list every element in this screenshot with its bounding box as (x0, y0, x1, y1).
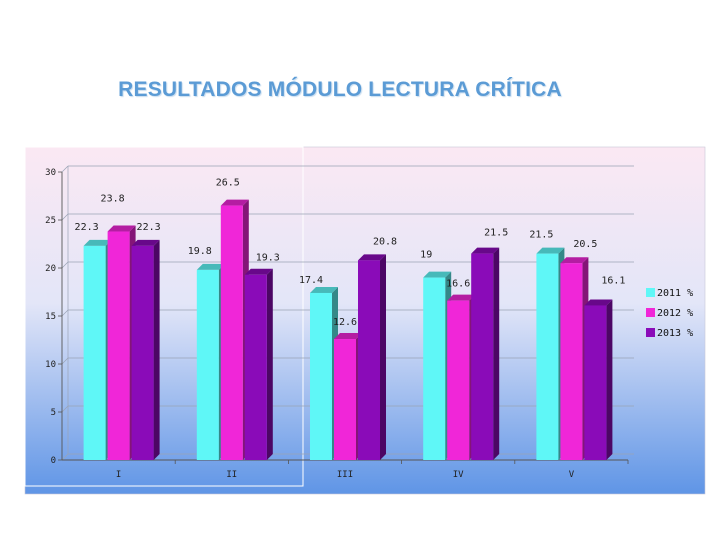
bar-top (310, 286, 338, 293)
bar-top (220, 199, 249, 206)
chart-inner-frame (24, 146, 304, 487)
y-tick-label: 25 (45, 216, 56, 226)
bar (584, 299, 613, 460)
bar-top (107, 225, 136, 232)
gridline-depth (61, 405, 69, 413)
data-label: 26.5 (216, 178, 240, 189)
bar-front (536, 253, 559, 460)
y-tick-label: 30 (45, 168, 56, 178)
bar-top (131, 239, 160, 246)
bar-top (536, 247, 565, 254)
data-label: 21.5 (484, 228, 508, 239)
y-tick-label: 20 (45, 264, 56, 274)
gridline-depth (61, 261, 69, 269)
bar-top (560, 257, 589, 264)
bar (536, 247, 565, 460)
gridline-depth (61, 453, 69, 461)
bar (244, 268, 273, 460)
bar (220, 199, 249, 460)
data-label: 23.8 (101, 194, 125, 205)
legend-item: 2011 % (646, 288, 693, 299)
category-label: I (116, 470, 121, 480)
bar-side (606, 299, 613, 460)
bar-front (244, 274, 267, 460)
bar (83, 239, 112, 460)
bar-front (334, 339, 356, 460)
bar-top (358, 254, 386, 261)
legend-label: 2012 % (657, 308, 693, 319)
data-label: 16.1 (601, 275, 625, 286)
data-label: 21.5 (529, 230, 553, 241)
y-tick-label: 0 (51, 456, 56, 466)
bar-front (560, 263, 583, 460)
data-label: 20.5 (573, 239, 597, 250)
bar-front (83, 245, 106, 460)
data-label: 16.6 (446, 279, 470, 290)
bar (358, 254, 386, 460)
bar-top (584, 299, 613, 306)
category-label: V (569, 470, 575, 480)
gridline-depth (61, 309, 69, 317)
bar-side (380, 254, 386, 460)
bar (131, 239, 160, 460)
legend-swatch (646, 288, 655, 297)
bar-front (423, 277, 446, 460)
bar-top (196, 263, 225, 270)
legend-item: 2013 % (646, 328, 693, 339)
data-label: 19.3 (256, 253, 280, 264)
bar (196, 263, 225, 460)
bar (447, 294, 476, 460)
bar (560, 257, 589, 460)
bar-top (334, 333, 362, 340)
legend-swatch (646, 308, 655, 317)
category-label: II (226, 470, 237, 480)
data-label: 17.4 (299, 275, 323, 286)
bar-side (493, 247, 500, 460)
bar-top (423, 271, 452, 278)
bar (471, 247, 500, 460)
bar-front (584, 305, 607, 460)
data-label: 12.6 (333, 317, 357, 328)
bar-side (266, 268, 273, 460)
legend-swatch (646, 328, 655, 337)
data-label: 22.3 (137, 222, 161, 233)
gridline-depth (61, 357, 69, 365)
bar-side (153, 239, 160, 460)
bar (423, 271, 452, 460)
bar-top (447, 294, 476, 301)
data-label: 20.8 (373, 236, 397, 247)
y-tick-label: 15 (45, 312, 56, 322)
category-label: III (337, 470, 353, 480)
bar-top (83, 239, 112, 246)
bar-front (131, 245, 154, 460)
data-label: 19 (420, 250, 432, 261)
bar-front (196, 269, 219, 460)
bar (334, 333, 362, 460)
data-label: 19.8 (188, 246, 212, 257)
gridline-depth (61, 213, 69, 221)
bar-top (244, 268, 273, 275)
data-label: 22.3 (75, 222, 99, 233)
legend-item: 2012 % (646, 308, 693, 319)
y-tick-label: 10 (45, 360, 56, 370)
legend-label: 2011 % (657, 288, 693, 299)
bar-front (107, 231, 130, 460)
category-label: IV (453, 470, 464, 480)
bar-front (310, 292, 332, 460)
chart-title: RESULTADOS MÓDULO LECTURA CRÍTICA (118, 78, 562, 101)
bar-front (471, 253, 494, 460)
bar-top (471, 247, 500, 254)
bar-front (447, 300, 470, 460)
gridline-depth (61, 165, 69, 173)
bar-front (358, 260, 380, 460)
bar-front (220, 205, 243, 460)
y-tick-label: 5 (51, 408, 56, 418)
bar (107, 225, 136, 460)
legend-label: 2013 % (657, 328, 693, 339)
bar (310, 286, 338, 460)
